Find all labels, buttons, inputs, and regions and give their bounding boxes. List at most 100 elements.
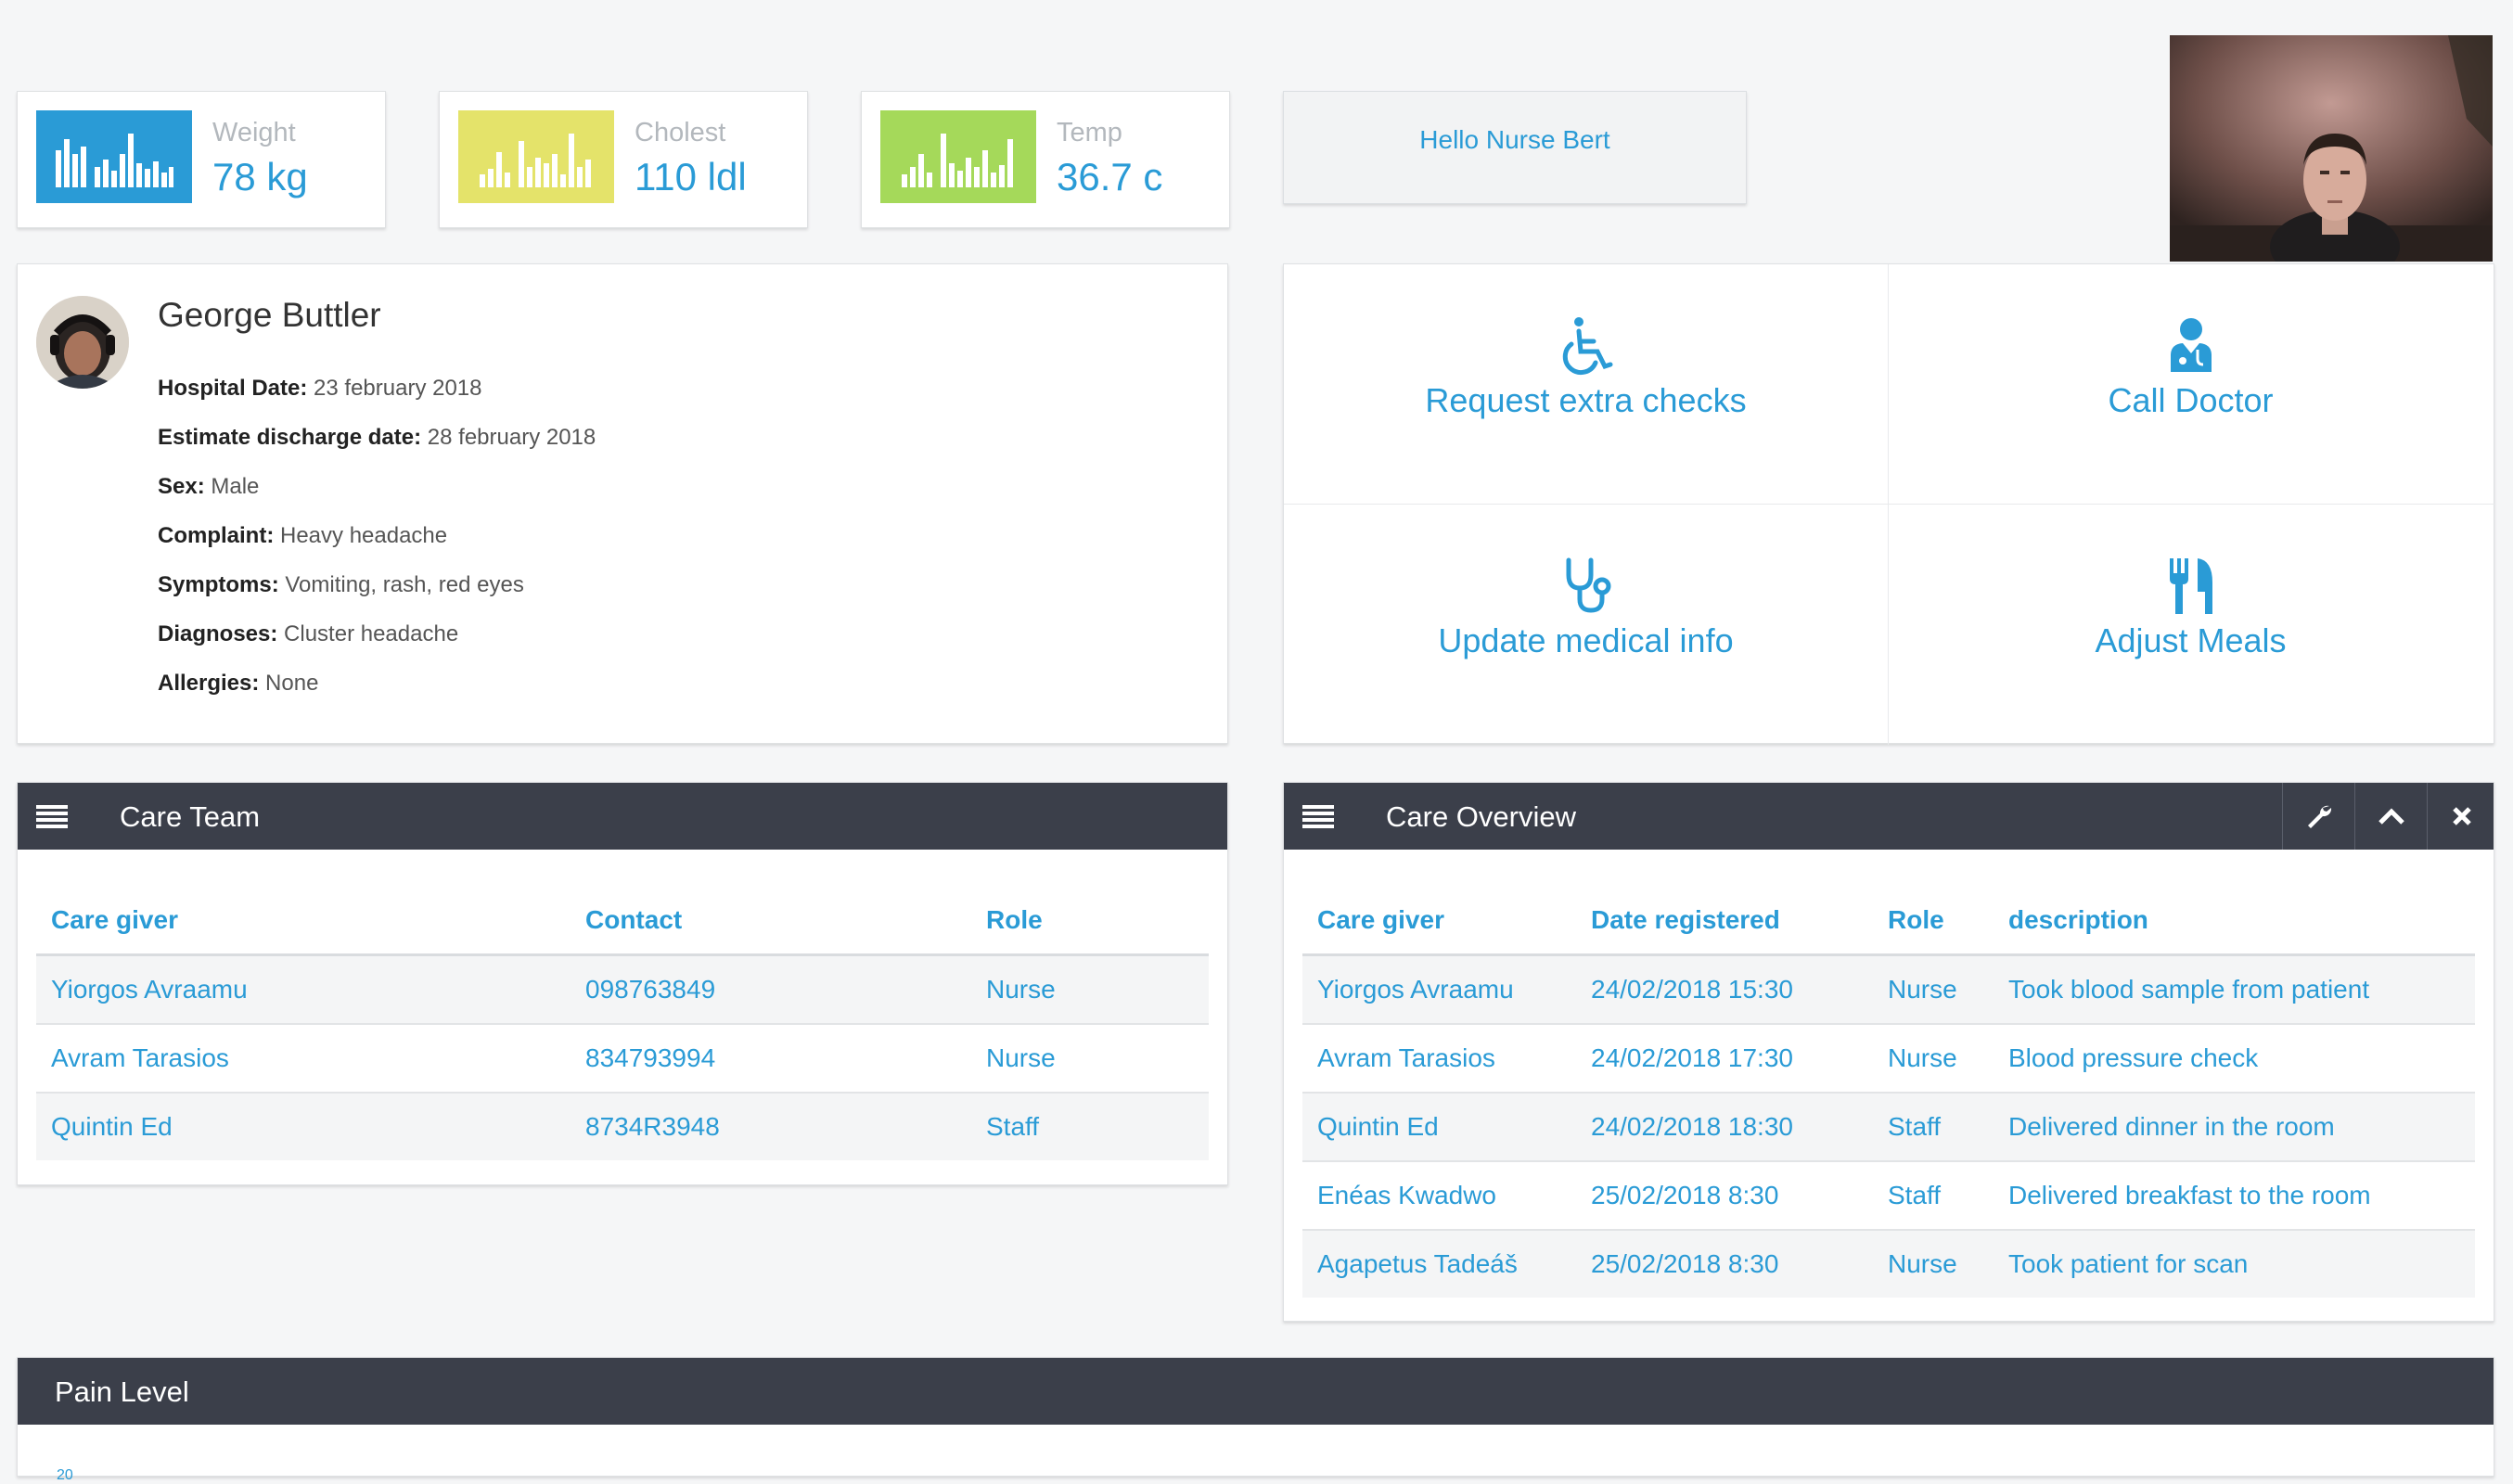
table-row[interactable]: Avram Tarasios 24/02/2018 17:30 Nurse Bl…: [1302, 1024, 2475, 1094]
patient-name: George Buttler: [158, 296, 381, 334]
action-label: Request extra checks: [1425, 381, 1747, 419]
field-label: Allergies:: [158, 671, 260, 696]
stat-label: Cholest: [635, 118, 726, 147]
field-value: 28 february 2018: [427, 425, 596, 450]
close-icon: [2453, 807, 2471, 825]
contact-cell[interactable]: 834793994: [571, 1024, 971, 1094]
field-label: Hospital Date:: [158, 376, 308, 401]
bar-chart-icon: [36, 110, 192, 203]
table-row[interactable]: Enéas Kwadwo 25/02/2018 8:30 Staff Deliv…: [1302, 1161, 2475, 1231]
panel-header: Pain Level: [18, 1358, 2494, 1425]
date-cell: 24/02/2018 17:30: [1576, 1024, 1873, 1094]
panel-title: Pain Level: [55, 1375, 189, 1408]
update-medical-info-button[interactable]: Update medical info: [1284, 505, 1888, 744]
column-header[interactable]: description: [1994, 887, 2475, 956]
stat-value: 110 ldl: [635, 155, 747, 198]
avatar: [36, 296, 129, 389]
video-frame: [2170, 35, 2493, 262]
care-giver-cell[interactable]: Agapetus Tadeáš: [1302, 1230, 1576, 1298]
action-label: Call Doctor: [2108, 381, 2274, 419]
panel-header: Care Overview: [1284, 783, 2494, 850]
role-cell: Nurse: [971, 1024, 1209, 1094]
care-giver-cell[interactable]: Yiorgos Avraamu: [1302, 954, 1576, 1025]
role-cell: Staff: [1873, 1093, 1994, 1162]
panel-header: Care Team: [18, 783, 1227, 850]
date-cell: 25/02/2018 8:30: [1576, 1161, 1873, 1231]
close-button[interactable]: [2427, 783, 2496, 850]
wheelchair-icon: [1284, 316, 1888, 376]
stat-label: Temp: [1057, 118, 1122, 147]
divider: [1284, 504, 2495, 505]
role-cell: Nurse: [971, 954, 1209, 1025]
table-row[interactable]: Yiorgos Avraamu 098763849 Nurse: [36, 954, 1209, 1025]
cutlery-icon: [1889, 556, 2493, 616]
care-giver-cell[interactable]: Quintin Ed: [36, 1093, 571, 1160]
table-header-row: Care giver Date registered Role descript…: [1302, 887, 2475, 956]
patient-details: Hospital Date: 23 february 2018 Estimate…: [158, 376, 596, 720]
column-header[interactable]: Role: [971, 887, 1209, 956]
care-overview-panel: Care Overview Care giver Date registered…: [1283, 782, 2494, 1322]
description-cell: Blood pressure check: [1994, 1024, 2475, 1094]
hospital-date-row: Hospital Date: 23 february 2018: [158, 376, 596, 425]
greeting-text: Hello Nurse Bert: [1419, 125, 1610, 154]
field-label: Complaint:: [158, 523, 275, 548]
care-team-table: Care giver Contact Role Yiorgos Avraamu …: [36, 887, 1209, 1160]
description-cell: Took patient for scan: [1994, 1230, 2475, 1298]
greeting-box: Hello Nurse Bert: [1283, 91, 1747, 204]
care-team-panel: Care Team Care giver Contact Role Yiorgo…: [17, 782, 1228, 1185]
date-cell: 25/02/2018 8:30: [1576, 1230, 1873, 1298]
call-doctor-button[interactable]: Call Doctor: [1889, 264, 2493, 504]
bar-chart-icon: [880, 110, 1036, 203]
field-value: None: [265, 671, 319, 696]
contact-cell[interactable]: 8734R3948: [571, 1093, 971, 1160]
stat-value: 78 kg: [212, 155, 308, 198]
request-extra-checks-button[interactable]: Request extra checks: [1284, 264, 1888, 504]
care-giver-cell[interactable]: Quintin Ed: [1302, 1093, 1576, 1162]
patient-card: George Buttler Hospital Date: 23 februar…: [17, 263, 1228, 744]
column-header[interactable]: Role: [1873, 887, 1994, 956]
weight-stat-card: Weight 78 kg: [17, 91, 386, 228]
care-giver-cell[interactable]: Enéas Kwadwo: [1302, 1161, 1576, 1231]
field-value: Cluster headache: [284, 621, 459, 646]
role-cell: Nurse: [1873, 954, 1994, 1025]
care-giver-cell[interactable]: Avram Tarasios: [1302, 1024, 1576, 1094]
pain-level-panel: Pain Level 20: [17, 1357, 2494, 1483]
column-header[interactable]: Date registered: [1576, 887, 1873, 956]
description-cell: Delivered breakfast to the room: [1994, 1161, 2475, 1231]
wrench-icon: [2308, 805, 2332, 828]
role-cell: Staff: [1873, 1161, 1994, 1231]
contact-cell[interactable]: 098763849: [571, 954, 971, 1025]
table-row[interactable]: Yiorgos Avraamu 24/02/2018 15:30 Nurse T…: [1302, 954, 2475, 1025]
adjust-meals-button[interactable]: Adjust Meals: [1889, 505, 2493, 744]
collapse-button[interactable]: [2354, 783, 2428, 850]
date-cell: 24/02/2018 15:30: [1576, 954, 1873, 1025]
table-row[interactable]: Quintin Ed 8734R3948 Staff: [36, 1093, 1209, 1160]
field-label: Estimate discharge date:: [158, 425, 422, 450]
field-label: Symptoms:: [158, 572, 279, 597]
symptoms-row: Symptoms: Vomiting, rash, red eyes: [158, 572, 596, 621]
care-giver-cell[interactable]: Yiorgos Avraamu: [36, 954, 571, 1025]
divider: [1888, 264, 1889, 745]
column-header[interactable]: Contact: [571, 887, 971, 956]
description-cell: Delivered dinner in the room: [1994, 1093, 2475, 1162]
field-label: Diagnoses:: [158, 621, 278, 646]
field-value: Heavy headache: [280, 523, 448, 548]
table-row[interactable]: Quintin Ed 24/02/2018 18:30 Staff Delive…: [1302, 1093, 2475, 1162]
table-row[interactable]: Agapetus Tadeáš 25/02/2018 8:30 Nurse To…: [1302, 1230, 2475, 1298]
discharge-date-row: Estimate discharge date: 28 february 201…: [158, 425, 596, 474]
role-cell: Nurse: [1873, 1024, 1994, 1094]
video-feed[interactable]: [2170, 35, 2493, 262]
menu-icon[interactable]: [1302, 805, 1334, 828]
table-row[interactable]: Avram Tarasios 834793994 Nurse: [36, 1024, 1209, 1094]
role-cell: Staff: [971, 1093, 1209, 1160]
column-header[interactable]: Care giver: [36, 887, 571, 956]
stat-label: Weight: [212, 118, 296, 147]
panel-title: Care Team: [120, 800, 261, 833]
menu-icon[interactable]: [36, 805, 68, 828]
care-giver-cell[interactable]: Avram Tarasios: [36, 1024, 571, 1094]
bar-chart-icon: [458, 110, 614, 203]
stethoscope-icon: [1284, 556, 1888, 616]
field-value: 23 february 2018: [314, 376, 482, 401]
settings-wrench-button[interactable]: [2282, 783, 2355, 850]
column-header[interactable]: Care giver: [1302, 887, 1576, 956]
